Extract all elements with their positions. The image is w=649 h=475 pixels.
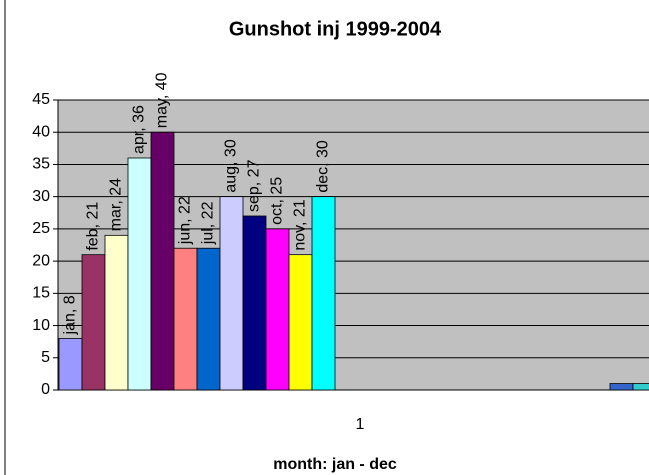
bar [311, 196, 336, 391]
y-tick-label: 45 [32, 91, 50, 108]
data-label: nov, 21 [292, 199, 309, 250]
bar [104, 234, 129, 391]
data-label: oct, 25 [269, 177, 286, 225]
bar [242, 215, 267, 391]
data-label: jan, 8 [62, 295, 79, 335]
data-label: may, 40 [154, 72, 171, 128]
bar [127, 157, 152, 391]
data-label: jun, 22 [177, 196, 194, 245]
x-axis-label: month: jan - dec [273, 456, 397, 473]
data-label: jul, 22 [200, 201, 217, 245]
data-label: dec, 30 [315, 140, 332, 193]
data-label: sep, 27 [246, 159, 263, 212]
y-tick-label: 35 [32, 156, 50, 173]
data-label: aug, 30 [223, 139, 240, 192]
y-tick-label: 40 [32, 123, 50, 140]
data-label: feb, 21 [85, 202, 102, 251]
bar [81, 254, 106, 391]
y-tick-label: 10 [32, 317, 50, 334]
y-tick-label: 30 [32, 188, 50, 205]
x-tick-label: 1 [356, 416, 365, 433]
data-label: apr, 36 [131, 105, 148, 154]
y-tick-label: 15 [32, 285, 50, 302]
chart-title: Gunshot inj 1999-2004 [229, 18, 442, 40]
bar [196, 247, 221, 391]
bar [58, 338, 83, 391]
bar [288, 254, 313, 391]
data-label: mar, 24 [108, 178, 125, 231]
y-tick-label: 20 [32, 252, 50, 269]
bar [632, 383, 649, 391]
bar [173, 247, 198, 391]
bar [265, 228, 290, 391]
y-tick-label: 25 [32, 220, 50, 237]
y-tick-label: 5 [41, 349, 50, 366]
bar [219, 196, 244, 391]
bar [609, 383, 634, 391]
bar [150, 131, 175, 391]
y-tick-label: 0 [41, 381, 50, 398]
